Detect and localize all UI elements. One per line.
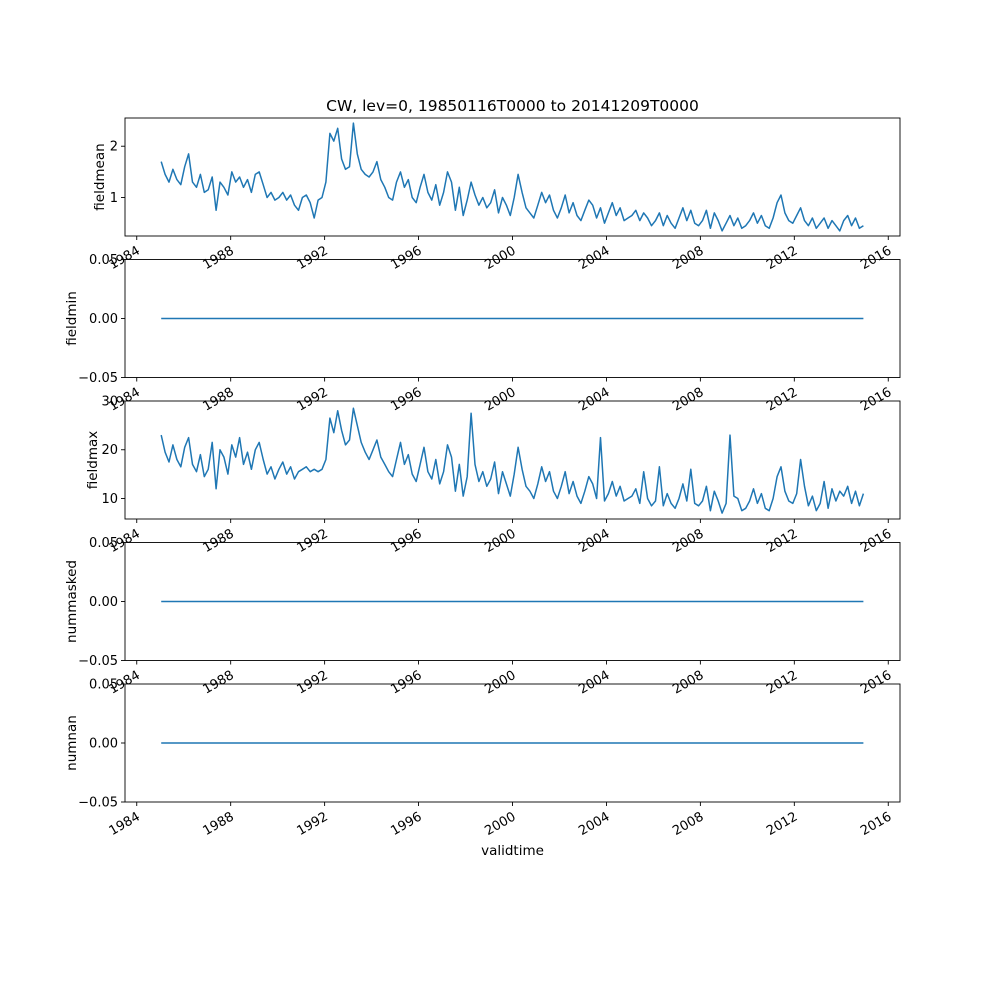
y-tick-label: 30: [101, 394, 118, 409]
y-tick-label: −0.05: [78, 371, 118, 386]
x-tick-label: 1996: [388, 243, 424, 273]
y-tick-label: 0.00: [89, 312, 118, 327]
y-tick-label: 0.00: [89, 595, 118, 610]
y-tick-label: 1: [110, 191, 118, 206]
y-tick-label: 2: [110, 140, 118, 155]
x-tick-label: 1996: [388, 809, 424, 839]
x-tick-label: 2016: [858, 243, 894, 273]
x-tick-label: 1992: [294, 668, 330, 698]
y-tick-label: 20: [101, 443, 118, 458]
y-axis-label-fieldmean: fieldmean: [92, 143, 108, 210]
x-tick-label: 2016: [858, 809, 894, 839]
x-tick-label: 1988: [201, 243, 237, 273]
x-tick-label: 2012: [764, 385, 800, 415]
x-tick-label: 2004: [576, 809, 612, 839]
x-tick-label: 1996: [388, 526, 424, 556]
x-tick-label: 2000: [482, 668, 518, 698]
axes-frame: [124, 117, 901, 237]
x-tick-label: 2008: [670, 668, 706, 698]
series-line-fieldmax: [160, 407, 865, 514]
y-axis-label-nummasked: nummasked: [64, 560, 80, 643]
x-tick-label: 2016: [858, 526, 894, 556]
y-tick-label: 0.05: [89, 677, 118, 692]
y-tick-label: 0.05: [89, 253, 118, 268]
x-tick-label: 2016: [858, 385, 894, 415]
y-tick-label: −0.05: [78, 795, 118, 810]
x-tick-label: 2000: [482, 385, 518, 415]
y-axis-label-fieldmax: fieldmax: [85, 431, 101, 490]
x-tick-label: 2012: [764, 243, 800, 273]
x-tick-label: 2008: [670, 385, 706, 415]
x-tick-label: 2012: [764, 526, 800, 556]
series-line-fieldmean: [160, 122, 864, 232]
x-tick-label: 2008: [670, 526, 706, 556]
x-tick-label: 2008: [670, 809, 706, 839]
x-tick-label: 2012: [764, 809, 800, 839]
x-tick-label: 1988: [201, 385, 237, 415]
x-tick-label: 1992: [294, 809, 330, 839]
x-tick-label: 2004: [576, 526, 612, 556]
y-axis-label-numnan: numnan: [64, 715, 80, 771]
x-tick-label: 2008: [670, 243, 706, 273]
y-tick-label: 0.00: [89, 736, 118, 751]
x-tick-label: 1996: [388, 668, 424, 698]
x-tick-label: 2004: [576, 243, 612, 273]
x-tick-label: 2000: [482, 243, 518, 273]
axes-frame: [124, 400, 901, 520]
x-axis-label: validtime: [481, 843, 544, 859]
x-tick-label: 2012: [764, 668, 800, 698]
x-tick-label: 1984: [107, 809, 143, 839]
x-tick-label: 1996: [388, 385, 424, 415]
chart-title: CW, lev=0, 19850116T0000 to 20141209T000…: [326, 97, 699, 115]
x-tick-label: 2004: [576, 668, 612, 698]
x-tick-label: 1988: [201, 668, 237, 698]
x-tick-label: 2000: [482, 526, 518, 556]
y-axis-label-fieldmin: fieldmin: [64, 291, 80, 346]
x-tick-label: 1992: [294, 243, 330, 273]
x-tick-label: 2004: [576, 385, 612, 415]
x-tick-label: 1992: [294, 385, 330, 415]
x-tick-label: 1988: [201, 526, 237, 556]
x-tick-label: 2016: [858, 668, 894, 698]
y-tick-label: 10: [101, 492, 118, 507]
x-tick-label: 1988: [201, 809, 237, 839]
x-tick-label: 2000: [482, 809, 518, 839]
x-tick-label: 1992: [294, 526, 330, 556]
y-tick-label: 0.05: [89, 536, 118, 551]
y-tick-label: −0.05: [78, 654, 118, 669]
